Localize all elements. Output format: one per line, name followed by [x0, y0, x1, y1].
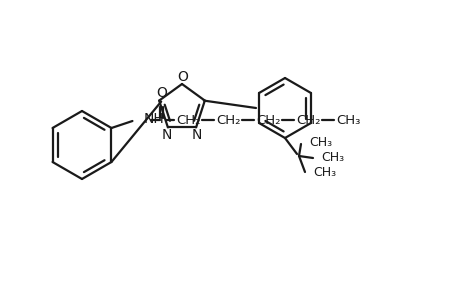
Text: CH₃: CH₃ — [313, 167, 336, 179]
Text: CH₃: CH₃ — [321, 151, 344, 164]
Text: CH₂: CH₂ — [296, 113, 320, 127]
Text: N: N — [191, 128, 202, 142]
Text: O: O — [177, 70, 188, 84]
Text: CH₂: CH₂ — [216, 113, 240, 127]
Text: O: O — [156, 86, 167, 100]
Text: CH₃: CH₃ — [336, 113, 360, 127]
Text: NH: NH — [143, 112, 164, 126]
Text: N: N — [162, 128, 172, 142]
Text: CH₃: CH₃ — [309, 136, 332, 148]
Text: CH₂: CH₂ — [176, 113, 200, 127]
Text: CH₂: CH₂ — [256, 113, 280, 127]
